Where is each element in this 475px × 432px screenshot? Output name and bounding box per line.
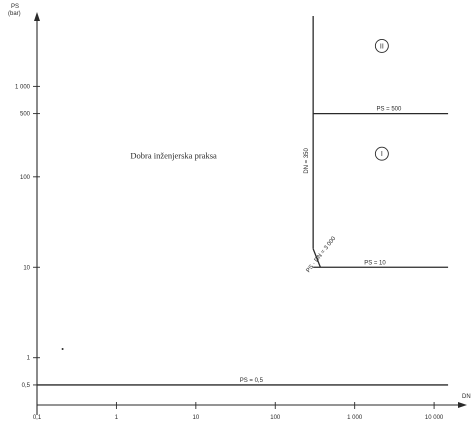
y-axis-title: PS — [11, 4, 19, 10]
line-label-ps-dn-3000: PS · DN = 3 000 — [306, 235, 338, 274]
x-axis-arrow — [458, 402, 467, 408]
line-label-dn-350: DN = 350 — [304, 147, 310, 173]
line-label-ps-0-5: PS = 0,5 — [240, 378, 264, 384]
axes: PS(bar) DN — [8, 4, 471, 415]
x-tick-label: 0,1 — [33, 415, 42, 421]
y-tick-label: 500 — [20, 112, 31, 118]
category-label: II — [380, 43, 384, 50]
y-tick-label: 0,5 — [22, 383, 31, 389]
annotations: PS = 0,5 PS = 10 PS = 500 DN = 350 PS · DN =… — [61, 38, 403, 384]
y-tick-label: 10 — [23, 265, 30, 271]
x-axis-title: DN — [462, 394, 471, 400]
ticks: 0,1 1 10 100 1 000 10 000 0,5 1 10 100 500 1 000 — [15, 84, 444, 421]
boundary-line — [312, 248, 321, 268]
x-tick-label: 1 — [115, 415, 119, 421]
region-label-good-engineering-practice: Dobra inženjerska praksa — [130, 150, 217, 160]
x-tick-label: 10 000 — [425, 415, 444, 421]
y-axis-arrow — [34, 12, 40, 21]
y-tick-label: 1 — [27, 356, 31, 362]
y-axis-unit: (bar) — [8, 11, 21, 17]
x-tick-label: 100 — [270, 415, 281, 421]
boundary-lines — [37, 16, 449, 386]
y-tick-label: 100 — [20, 175, 31, 181]
category-circle — [374, 146, 389, 161]
category-label: I — [381, 151, 383, 158]
line-label-ps-500: PS = 500 — [377, 107, 403, 113]
y-tick-label: 1 000 — [15, 84, 31, 90]
line-label-ps-10: PS = 10 — [364, 260, 386, 266]
category-circle — [374, 38, 389, 53]
scan-dot — [61, 347, 64, 350]
x-tick-label: 1 000 — [347, 415, 363, 421]
x-tick-label: 10 — [192, 415, 199, 421]
